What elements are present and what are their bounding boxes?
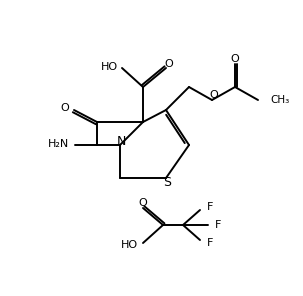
Text: HO: HO [101, 62, 118, 72]
Text: N: N [116, 134, 126, 147]
Text: F: F [215, 220, 221, 230]
Text: H₂N: H₂N [48, 139, 69, 149]
Text: CH₃: CH₃ [270, 95, 289, 105]
Text: F: F [207, 238, 213, 248]
Text: O: O [60, 103, 69, 113]
Text: O: O [231, 54, 239, 64]
Text: O: O [165, 59, 173, 69]
Text: O: O [210, 90, 218, 100]
Text: F: F [207, 202, 213, 212]
Text: S: S [163, 176, 171, 189]
Text: HO: HO [121, 240, 138, 250]
Text: O: O [139, 198, 147, 208]
